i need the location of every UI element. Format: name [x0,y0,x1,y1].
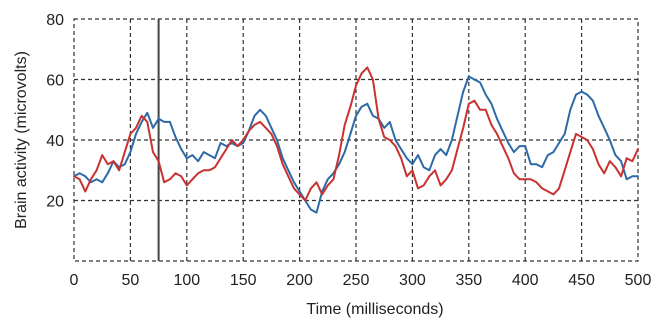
x-tick-labels: 0 50 100 150 200 250 300 350 400 450 500 [70,272,652,289]
x-tick-label: 300 [399,272,426,289]
y-tick-label: 20 [46,194,64,211]
x-axis-title: Time (milliseconds) [306,301,443,318]
y-tick-labels: 20 40 60 80 [46,12,64,211]
series-line-1 [73,75,639,214]
x-tick-label: 100 [173,272,200,289]
y-axis-title: Brain activity (microvolts) [13,51,30,229]
x-tick-label: 350 [455,272,482,289]
plot-border [73,18,639,262]
x-tick-label: 0 [70,272,79,289]
series-lines [73,66,639,214]
y-tick-label: 80 [46,12,64,29]
plot-frame [73,18,639,262]
x-tick-label: 450 [568,272,595,289]
series-line-2 [73,66,639,202]
y-tick-label: 40 [46,133,64,150]
x-tick-label: 200 [286,272,313,289]
x-tick-label: 500 [625,272,652,289]
x-tick-label: 50 [122,272,140,289]
x-tick-label: 250 [343,272,370,289]
x-tick-label: 400 [512,272,539,289]
y-tick-label: 60 [46,73,64,90]
x-tick-label: 150 [230,272,257,289]
